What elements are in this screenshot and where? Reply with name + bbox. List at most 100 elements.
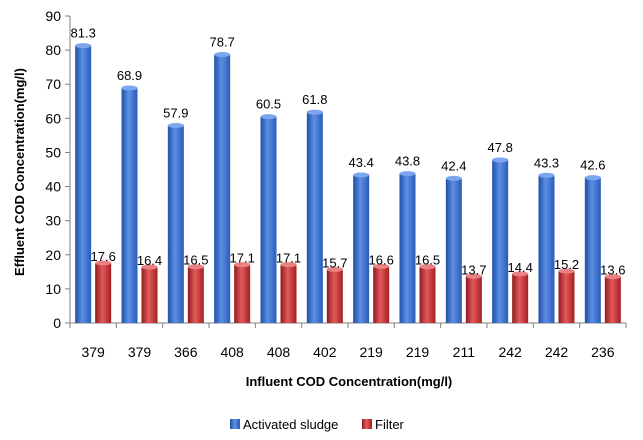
y-tick-label: 80 — [45, 42, 61, 58]
bar-activated-sludge — [260, 116, 277, 323]
bar-cap-activated-sludge — [538, 172, 555, 178]
bar-activated-sludge — [167, 125, 184, 323]
x-tick-label: 379 — [128, 344, 152, 360]
data-label-filter: 15.7 — [322, 255, 347, 270]
bar-cap-activated-sludge — [492, 157, 509, 163]
y-tick-label: 20 — [45, 247, 61, 263]
bar-filter — [234, 264, 251, 323]
x-tick-label: 219 — [359, 344, 383, 360]
y-tick-label: 70 — [45, 76, 61, 92]
bar-cap-filter — [465, 273, 482, 279]
bar-filter — [373, 266, 390, 323]
bar-filter — [187, 266, 204, 323]
bar-activated-sludge — [492, 159, 509, 323]
bar-cap-filter — [558, 268, 575, 274]
legend-swatch-activated-sludge — [230, 419, 240, 429]
data-label-activated-sludge: 47.8 — [488, 140, 513, 155]
x-tick-label: 408 — [220, 344, 244, 360]
y-tick-label: 40 — [45, 179, 61, 195]
bar-cap-activated-sludge — [214, 52, 231, 58]
y-tick-label: 90 — [45, 8, 61, 24]
bar-filter — [419, 266, 436, 323]
bar-cap-activated-sludge — [399, 171, 416, 177]
bar-filter — [465, 276, 482, 323]
data-label-filter: 15.2 — [554, 257, 579, 272]
bar-cap-activated-sludge — [306, 109, 323, 115]
data-label-activated-sludge: 43.3 — [534, 155, 559, 170]
data-label-activated-sludge: 42.6 — [580, 158, 605, 173]
bar-filter — [326, 269, 343, 323]
bar-activated-sludge — [584, 177, 601, 323]
bar-activated-sludge — [214, 54, 231, 323]
bar-cap-activated-sludge — [121, 85, 138, 91]
data-label-activated-sludge: 78.7 — [210, 35, 235, 50]
x-tick-label: 366 — [174, 344, 198, 360]
bar-activated-sludge — [445, 178, 462, 323]
data-label-filter: 16.5 — [415, 253, 440, 268]
bar-cap-activated-sludge — [167, 122, 184, 128]
bars — [75, 43, 621, 324]
x-tick-label: 242 — [545, 344, 569, 360]
bar-cap-activated-sludge — [584, 175, 601, 181]
bar-cap-filter — [141, 264, 158, 270]
bar-activated-sludge — [399, 173, 416, 323]
bar-activated-sludge — [538, 175, 555, 323]
x-tick-label: 408 — [267, 344, 291, 360]
y-tick-label: 0 — [53, 315, 61, 331]
bar-cap-filter — [187, 264, 204, 270]
data-label-filter: 13.6 — [600, 263, 625, 278]
data-label-filter: 16.5 — [183, 253, 208, 268]
bar-filter — [280, 264, 297, 323]
y-tick-label: 50 — [45, 144, 61, 160]
bar-activated-sludge — [353, 174, 370, 323]
bar-activated-sludge — [121, 87, 138, 323]
data-label-activated-sludge: 43.8 — [395, 154, 420, 169]
legend-swatch-filter — [362, 419, 372, 429]
data-label-filter: 13.7 — [461, 262, 486, 277]
data-label-activated-sludge: 81.3 — [71, 26, 96, 41]
bar-cap-filter — [604, 274, 621, 280]
bar-filter — [141, 267, 158, 323]
bar-cap-filter — [373, 263, 390, 269]
data-label-activated-sludge: 42.4 — [441, 158, 466, 173]
bar-filter — [512, 273, 529, 323]
data-label-activated-sludge: 43.4 — [349, 155, 374, 170]
data-label-activated-sludge: 60.5 — [256, 97, 281, 112]
x-tick-label: 211 — [453, 344, 476, 360]
bar-filter — [95, 262, 112, 323]
bar-cap-filter — [95, 260, 112, 266]
bar-activated-sludge — [75, 45, 92, 323]
bar-cap-filter — [419, 264, 436, 270]
y-tick-label: 30 — [45, 213, 61, 229]
x-tick-label: 236 — [591, 344, 615, 360]
bar-cap-activated-sludge — [260, 114, 277, 120]
bar-filter — [558, 271, 575, 323]
x-tick-label: 402 — [313, 344, 337, 360]
y-tick-label: 10 — [45, 281, 61, 297]
bar-cap-filter — [234, 262, 251, 268]
data-label-activated-sludge: 68.9 — [117, 68, 142, 83]
bar-cap-activated-sludge — [75, 43, 92, 49]
data-label-filter: 17.1 — [276, 251, 301, 266]
bar-cap-filter — [280, 262, 297, 268]
bar-activated-sludge — [306, 112, 323, 324]
x-tick-label: 242 — [498, 344, 522, 360]
x-axis-title: Influent COD Concentration(mg/l) — [246, 374, 453, 389]
legend-label-activated-sludge: Activated sludge — [243, 417, 338, 432]
x-tick-label: 379 — [81, 344, 105, 360]
bar-cap-filter — [512, 271, 529, 277]
data-label-filter: 14.4 — [508, 260, 533, 275]
data-label-filter: 17.6 — [91, 249, 116, 264]
data-label-activated-sludge: 57.9 — [163, 105, 188, 120]
x-tick-label: 219 — [406, 344, 430, 360]
data-labels: 81.3 68.9 57.9 78.7 60.5 61.8 43.4 43.8 42.4 47.8… — [71, 26, 626, 278]
legend: Activated sludge Filter — [230, 417, 405, 432]
bar-filter — [604, 276, 621, 323]
y-axis-title: Effluent COD Concentration(mg/l) — [12, 68, 27, 276]
y-tick-label: 60 — [45, 110, 61, 126]
y-axis: 0 10 20 30 40 50 60 70 80 90 — [45, 8, 71, 331]
data-label-filter: 17.1 — [230, 251, 255, 266]
bar-cap-activated-sludge — [445, 175, 462, 181]
data-label-filter: 16.4 — [137, 253, 162, 268]
